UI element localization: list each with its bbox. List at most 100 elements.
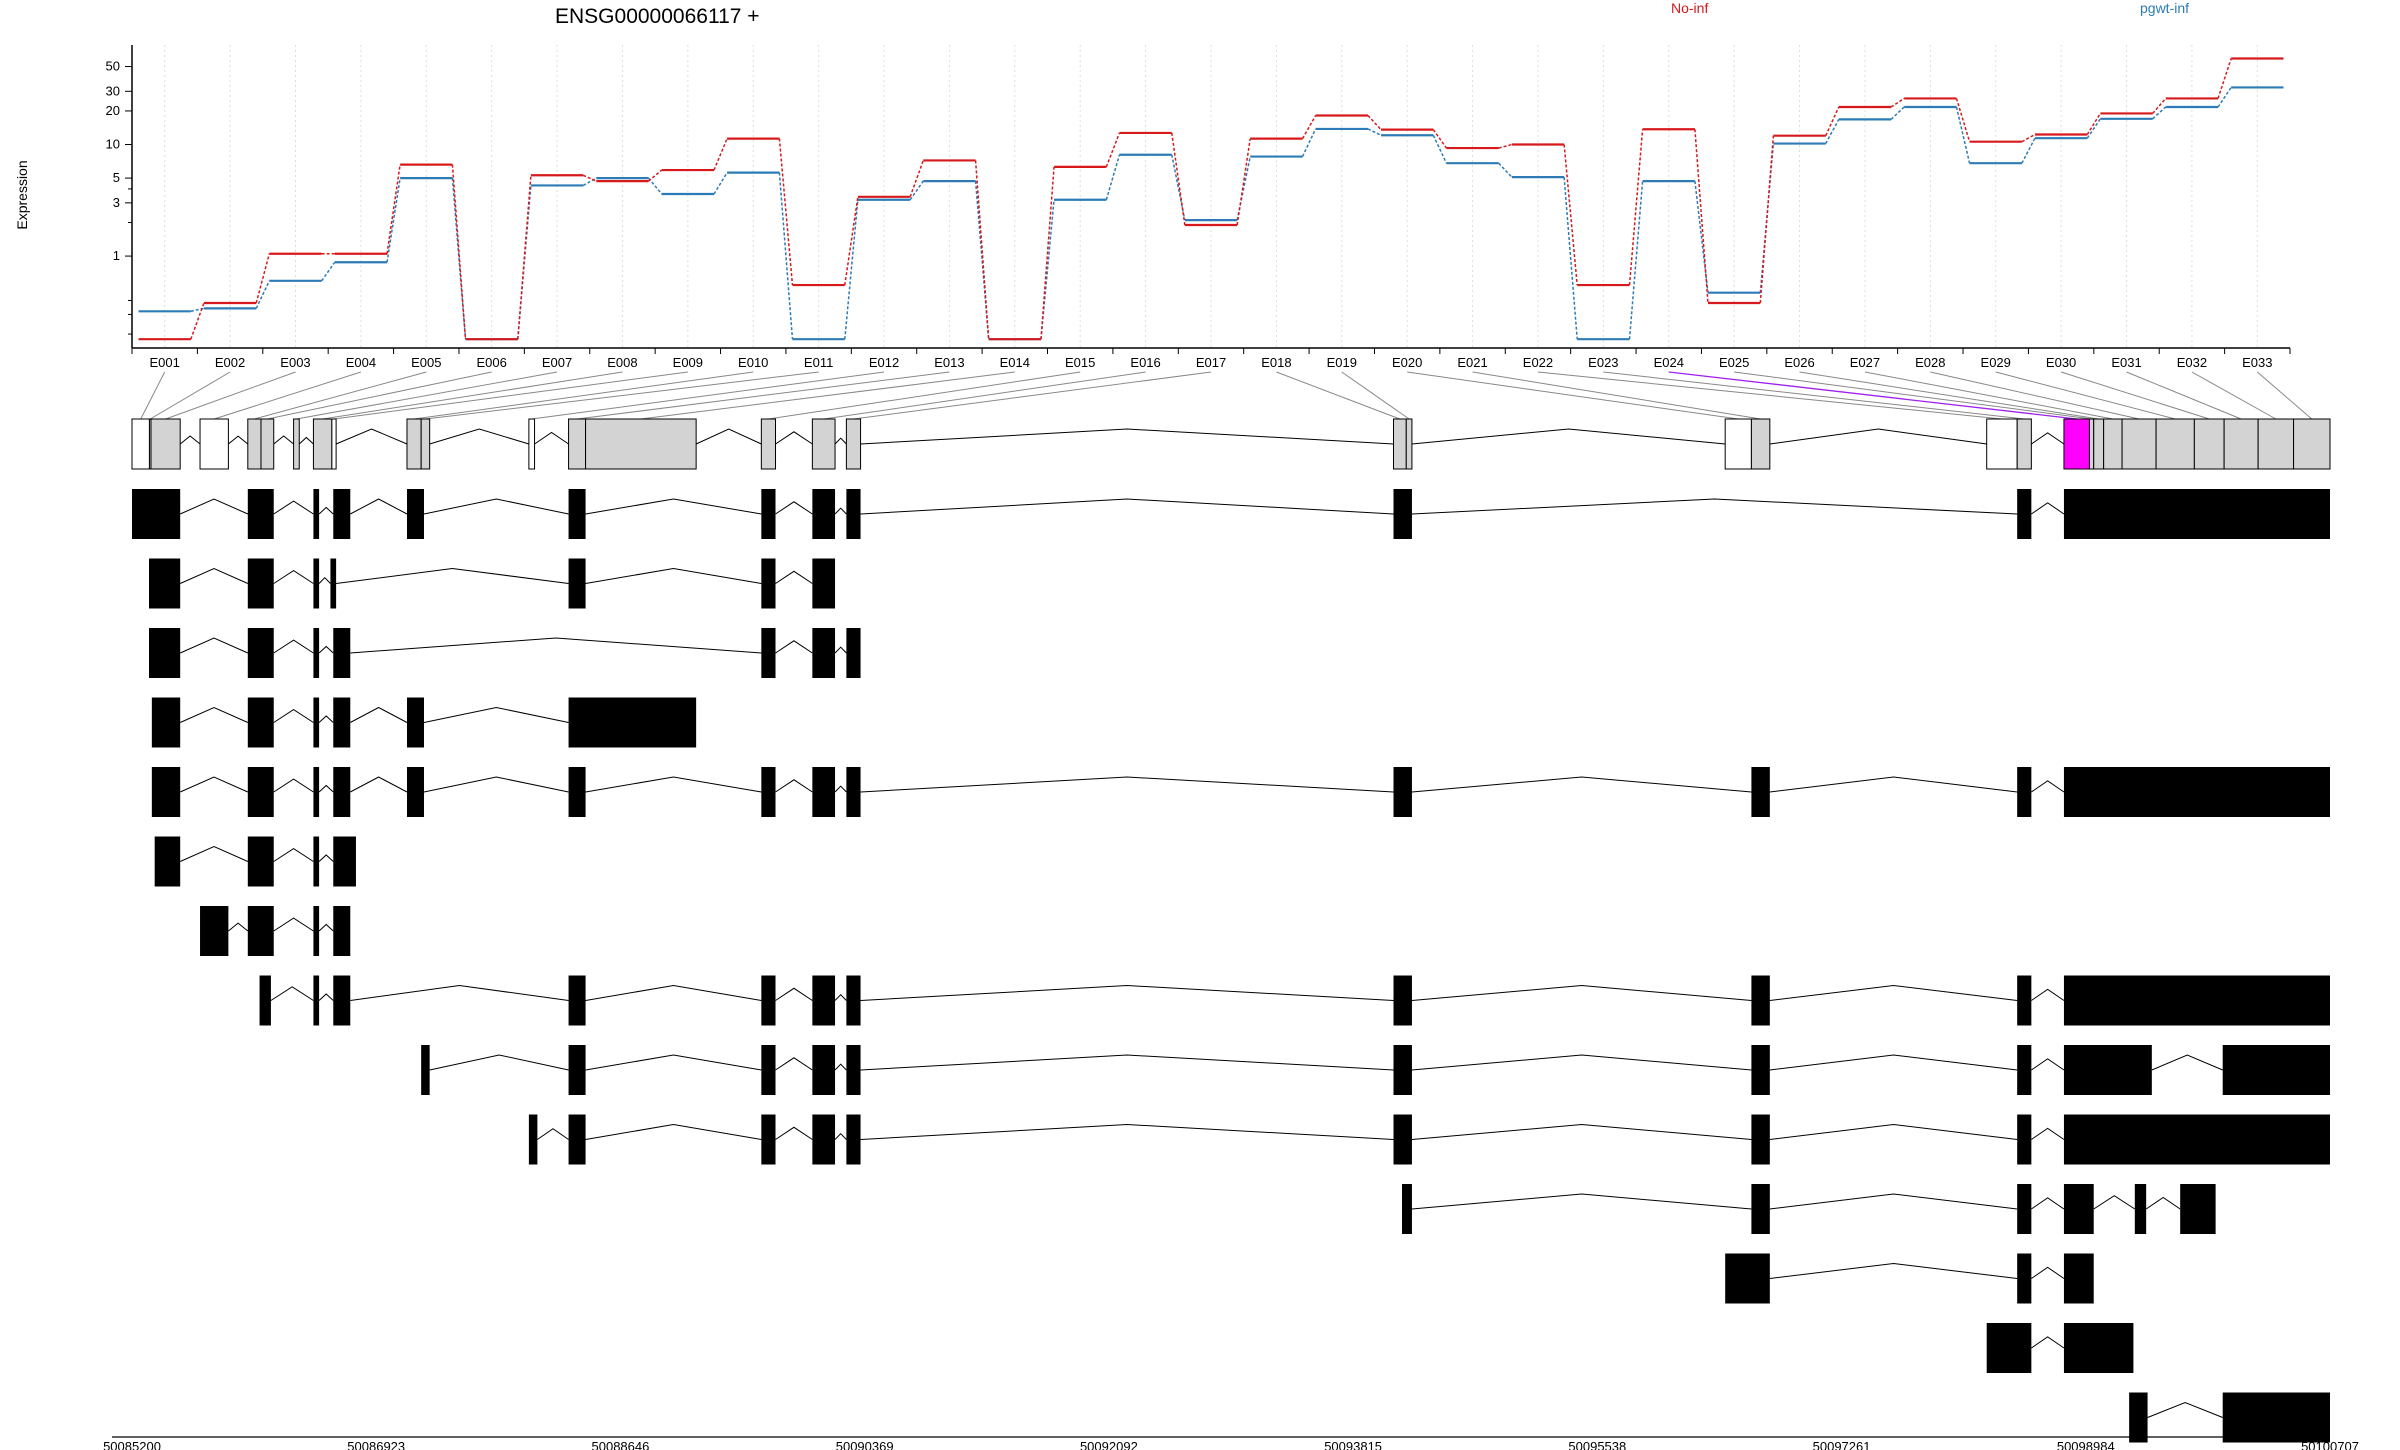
- transcript-exon: [2063, 975, 2330, 1026]
- transcript-exon: [247, 836, 274, 887]
- exon-connector: [1995, 371, 2176, 420]
- series-No-inf: [138, 57, 2284, 341]
- exon-block: [2193, 418, 2225, 470]
- exon-label: E021: [1457, 355, 1487, 370]
- exon-label: E015: [1065, 355, 1095, 370]
- transcript-exon: [247, 906, 274, 956]
- intron-line: [775, 1126, 813, 1140]
- transcript-row: [421, 1045, 2330, 1095]
- series-connector: [2217, 58, 2232, 99]
- genomic-axis: 50085200 50086923 50088646 50090369 50092092…: [103, 1436, 2359, 1450]
- exon-label: E011: [804, 355, 833, 370]
- exon-connector: [1537, 371, 2002, 420]
- intron-line: [775, 779, 813, 793]
- intron-line: [860, 1123, 1394, 1140]
- exon-block: [199, 418, 229, 470]
- series-connector: [1759, 135, 1775, 304]
- transcript-exon: [333, 767, 351, 817]
- intron-line: [2031, 1266, 2065, 1279]
- series-connector: [1498, 143, 1513, 149]
- series-connector: [1628, 181, 1644, 340]
- intron-line: [2031, 1058, 2065, 1071]
- transcript-exon: [333, 906, 351, 956]
- series-connector: [1236, 156, 1251, 221]
- intron-line: [179, 498, 249, 515]
- y-tick-label: 1: [113, 248, 120, 263]
- exon-label: E018: [1261, 355, 1291, 370]
- transcripts: [132, 489, 2330, 1443]
- intron-line: [1769, 1123, 2018, 1140]
- exon-connector: [149, 371, 231, 420]
- series-connector: [648, 177, 663, 195]
- genomic-tick-label: 50085200: [103, 1439, 161, 1450]
- intron-line: [179, 845, 249, 862]
- genomic-tick-label: 50095538: [1568, 1439, 1626, 1450]
- series-connector: [2021, 133, 2036, 143]
- intron-line: [2145, 1196, 2181, 1210]
- exon-label: E003: [280, 355, 310, 370]
- expression-axes: 1 3 5 10 20 30 50: [106, 45, 2291, 354]
- transcript-row: [528, 1114, 2330, 1165]
- exon-label: E010: [738, 355, 768, 370]
- exon-label: E027: [1850, 355, 1880, 370]
- series-connector: [517, 175, 532, 340]
- exon-block: [2093, 418, 2105, 470]
- exon-block: [528, 418, 536, 470]
- transcript-exon: [2017, 1114, 2032, 1165]
- transcript-exon: [313, 767, 320, 817]
- exon-block: [2063, 418, 2090, 470]
- transcript-exon: [2129, 1392, 2148, 1443]
- legend-no-inf: No-inf: [1671, 0, 1708, 16]
- exon-block: [2293, 418, 2331, 470]
- transcript-row: [259, 975, 2330, 1026]
- series-connector: [909, 180, 924, 201]
- exon-block: [2121, 418, 2157, 470]
- genomic-tick-label: 50100707: [2301, 1439, 2359, 1450]
- intron-line: [775, 501, 813, 515]
- exon-connector: [1799, 371, 2099, 420]
- transcript-exon: [149, 558, 181, 609]
- transcript-row: [200, 906, 351, 956]
- expression-series: [138, 57, 2284, 341]
- series-connector: [451, 178, 467, 340]
- series-connector: [190, 302, 205, 340]
- transcript-exon: [812, 558, 836, 609]
- exon-block: [811, 418, 836, 470]
- series-connector: [2021, 137, 2036, 164]
- exon-label: E020: [1392, 355, 1422, 370]
- intron-line: [534, 431, 569, 445]
- transcript-exon: [313, 489, 320, 539]
- transcript-exon: [1751, 1114, 1770, 1165]
- exon-connector: [768, 371, 1081, 420]
- series-connector: [1236, 138, 1251, 226]
- transcript-exon: [568, 697, 697, 748]
- transcript-exon: [333, 489, 351, 539]
- intron-line: [834, 507, 847, 515]
- intron-line: [179, 776, 249, 793]
- intron-line: [834, 646, 847, 654]
- intron-line: [1411, 1054, 1752, 1071]
- intron-line: [423, 706, 569, 723]
- transcript-exon: [259, 975, 271, 1026]
- intron-line: [585, 567, 762, 584]
- series-connector: [1825, 119, 1840, 144]
- exon-connector: [322, 371, 623, 420]
- exon-connector: [531, 371, 885, 420]
- transcript-exon: [2063, 1184, 2094, 1234]
- intron-line: [179, 637, 249, 654]
- transcript-exon: [1751, 1184, 1770, 1234]
- transcript-exon: [1751, 1045, 1770, 1095]
- exon-connector: [1341, 371, 1410, 420]
- exon-connector: [1276, 371, 1401, 420]
- intron-line: [2031, 1336, 2065, 1349]
- transcript-exon: [406, 489, 424, 539]
- series-connector: [1040, 199, 1055, 340]
- series-connector: [974, 160, 990, 340]
- exon-connector: [853, 371, 1212, 420]
- series-connector: [255, 253, 271, 304]
- transcript-row: [1402, 1184, 2216, 1234]
- intron-line: [860, 428, 1394, 445]
- exon-connector: [2060, 371, 2210, 420]
- exon-connector: [640, 371, 1015, 420]
